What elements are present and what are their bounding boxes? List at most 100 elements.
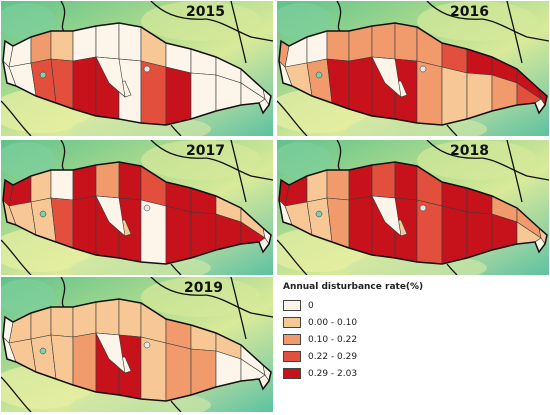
region-outline [2, 161, 272, 265]
terrain-patch [1, 279, 56, 315]
district-region [72, 301, 97, 338]
district-region [95, 332, 126, 374]
region-outline [2, 298, 272, 402]
terrain-patch [1, 3, 56, 39]
border-line [230, 140, 247, 203]
border-line [170, 263, 182, 275]
city-marker [419, 204, 427, 212]
district-region [118, 22, 142, 62]
legend-item: 0.29 - 2.03 [283, 366, 533, 381]
border-line [481, 18, 549, 42]
year-label-2016: 2016 [450, 4, 489, 20]
legend-swatch [283, 368, 301, 379]
district-region [95, 195, 126, 237]
border-line [506, 1, 523, 64]
legend-label: 0.29 - 2.03 [308, 368, 358, 379]
border-line [1, 100, 32, 136]
year-label-2019: 2019 [184, 280, 223, 296]
legend-label: 0.00 - 0.10 [308, 317, 358, 328]
district-region [326, 169, 350, 201]
district-region [326, 30, 350, 62]
terrain-patch [277, 3, 332, 39]
district-region [394, 22, 418, 62]
city-marker [143, 341, 151, 349]
terrain-patch [277, 142, 332, 178]
border-line [205, 157, 273, 181]
district-region [50, 30, 74, 62]
border-line [205, 294, 273, 318]
map-panel-2015: 2015 [1, 1, 273, 136]
terrain-patch [141, 140, 261, 180]
district-region [371, 161, 396, 199]
border-line [277, 100, 308, 136]
map-2017 [1, 140, 273, 275]
border-line [150, 1, 207, 20]
map-panel-2018: 2018 [277, 140, 549, 275]
terrain-patch [417, 1, 537, 41]
terrain-patch [141, 277, 261, 317]
border-line [446, 263, 458, 275]
region-outline [278, 22, 548, 126]
city-marker [315, 71, 323, 79]
district-region [95, 22, 120, 60]
district-region [441, 205, 468, 265]
year-label-2018: 2018 [450, 143, 489, 159]
district-region [441, 66, 468, 126]
district-region [348, 25, 373, 62]
legend-label: 0.22 - 0.29 [308, 351, 358, 362]
border-line [1, 376, 32, 412]
district-region [118, 298, 142, 338]
border-line [170, 400, 182, 412]
map-2015 [1, 1, 273, 136]
city-marker [39, 210, 47, 218]
legend-item: 0.00 - 0.10 [283, 315, 533, 330]
district-region [348, 56, 373, 117]
legend-label: 0.10 - 0.22 [308, 334, 358, 345]
district-region [348, 164, 373, 201]
legend-swatch [283, 300, 301, 311]
city-marker [143, 65, 151, 73]
city-marker [143, 204, 151, 212]
city-marker [39, 71, 47, 79]
border-line [150, 277, 207, 296]
district-region [394, 161, 418, 201]
district-region [371, 22, 396, 60]
city-marker [315, 210, 323, 218]
terrain-patch [417, 140, 537, 180]
district-region [371, 195, 402, 237]
map-panel-2017: 2017 [1, 140, 273, 275]
year-label-2015: 2015 [186, 4, 225, 20]
border-line [446, 124, 458, 136]
border-line [277, 239, 308, 275]
legend-swatch [283, 334, 301, 345]
year-label-2017: 2017 [186, 143, 225, 159]
legend-swatch [283, 317, 301, 328]
border-line [170, 124, 182, 136]
map-2018 [277, 140, 549, 275]
region-outline [278, 161, 548, 265]
border-line [481, 157, 549, 181]
district-region [165, 66, 192, 126]
legend-item: 0.22 - 0.29 [283, 349, 533, 364]
district-region [165, 342, 192, 402]
legend-item: 0 [283, 298, 533, 313]
border-line [230, 277, 247, 340]
legend-item: 0.10 - 0.22 [283, 332, 533, 347]
map-panel-2019: 2019 [1, 277, 273, 412]
city-marker [39, 347, 47, 355]
map-2016 [277, 1, 549, 136]
district-region [72, 332, 97, 393]
legend-title: Annual disturbance rate(%) [283, 282, 424, 292]
district-region [72, 25, 97, 62]
border-line [1, 239, 32, 275]
border-line [426, 140, 483, 159]
border-line [230, 1, 247, 64]
district-region [72, 164, 97, 201]
map-panel-2016: 2016 [277, 1, 549, 136]
border-line [150, 140, 207, 159]
district-region [348, 195, 373, 256]
map-2019 [1, 277, 273, 412]
legend: Annual disturbance rate(%) 0 0.00 - 0.10… [283, 282, 533, 407]
city-marker [419, 65, 427, 73]
legend-swatch [283, 351, 301, 362]
